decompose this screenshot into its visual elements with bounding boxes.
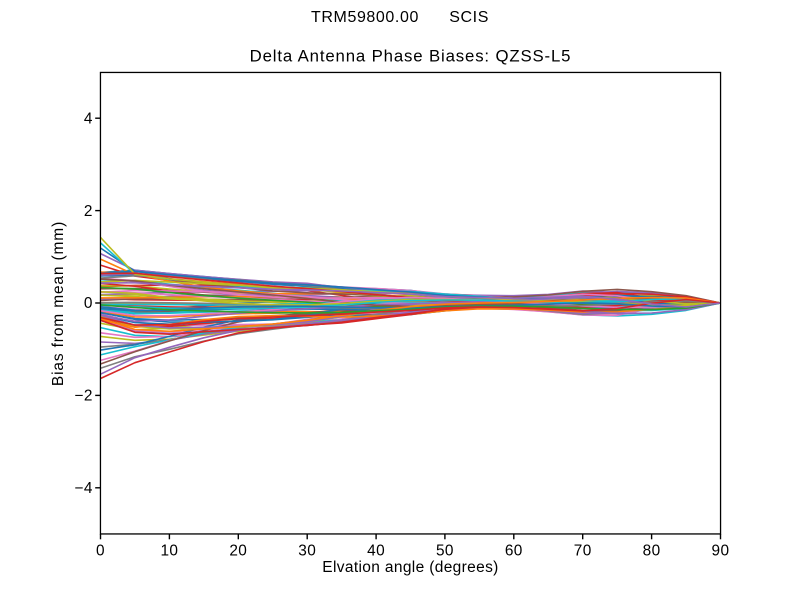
svg-text:2: 2: [84, 203, 93, 220]
svg-text:−2: −2: [74, 388, 93, 405]
svg-text:80: 80: [643, 542, 661, 559]
svg-text:60: 60: [505, 542, 523, 559]
svg-text:0: 0: [96, 542, 105, 559]
svg-text:10: 10: [160, 542, 178, 559]
svg-text:Elvation angle (degrees): Elvation angle (degrees): [322, 559, 498, 576]
svg-text:−4: −4: [74, 480, 93, 497]
svg-text:30: 30: [298, 542, 316, 559]
svg-text:Bias from mean (mm): Bias from mean (mm): [50, 221, 67, 386]
svg-text:TRM59800.00 SCIS: TRM59800.00 SCIS: [311, 9, 489, 26]
svg-text:Delta Antenna Phase Biases: QZ: Delta Antenna Phase Biases: QZSS-L5: [250, 47, 572, 66]
svg-text:90: 90: [712, 542, 730, 559]
svg-text:20: 20: [229, 542, 247, 559]
svg-text:0: 0: [84, 295, 93, 312]
svg-text:70: 70: [574, 542, 592, 559]
svg-text:50: 50: [436, 542, 454, 559]
svg-text:4: 4: [84, 110, 93, 127]
svg-text:40: 40: [367, 542, 385, 559]
